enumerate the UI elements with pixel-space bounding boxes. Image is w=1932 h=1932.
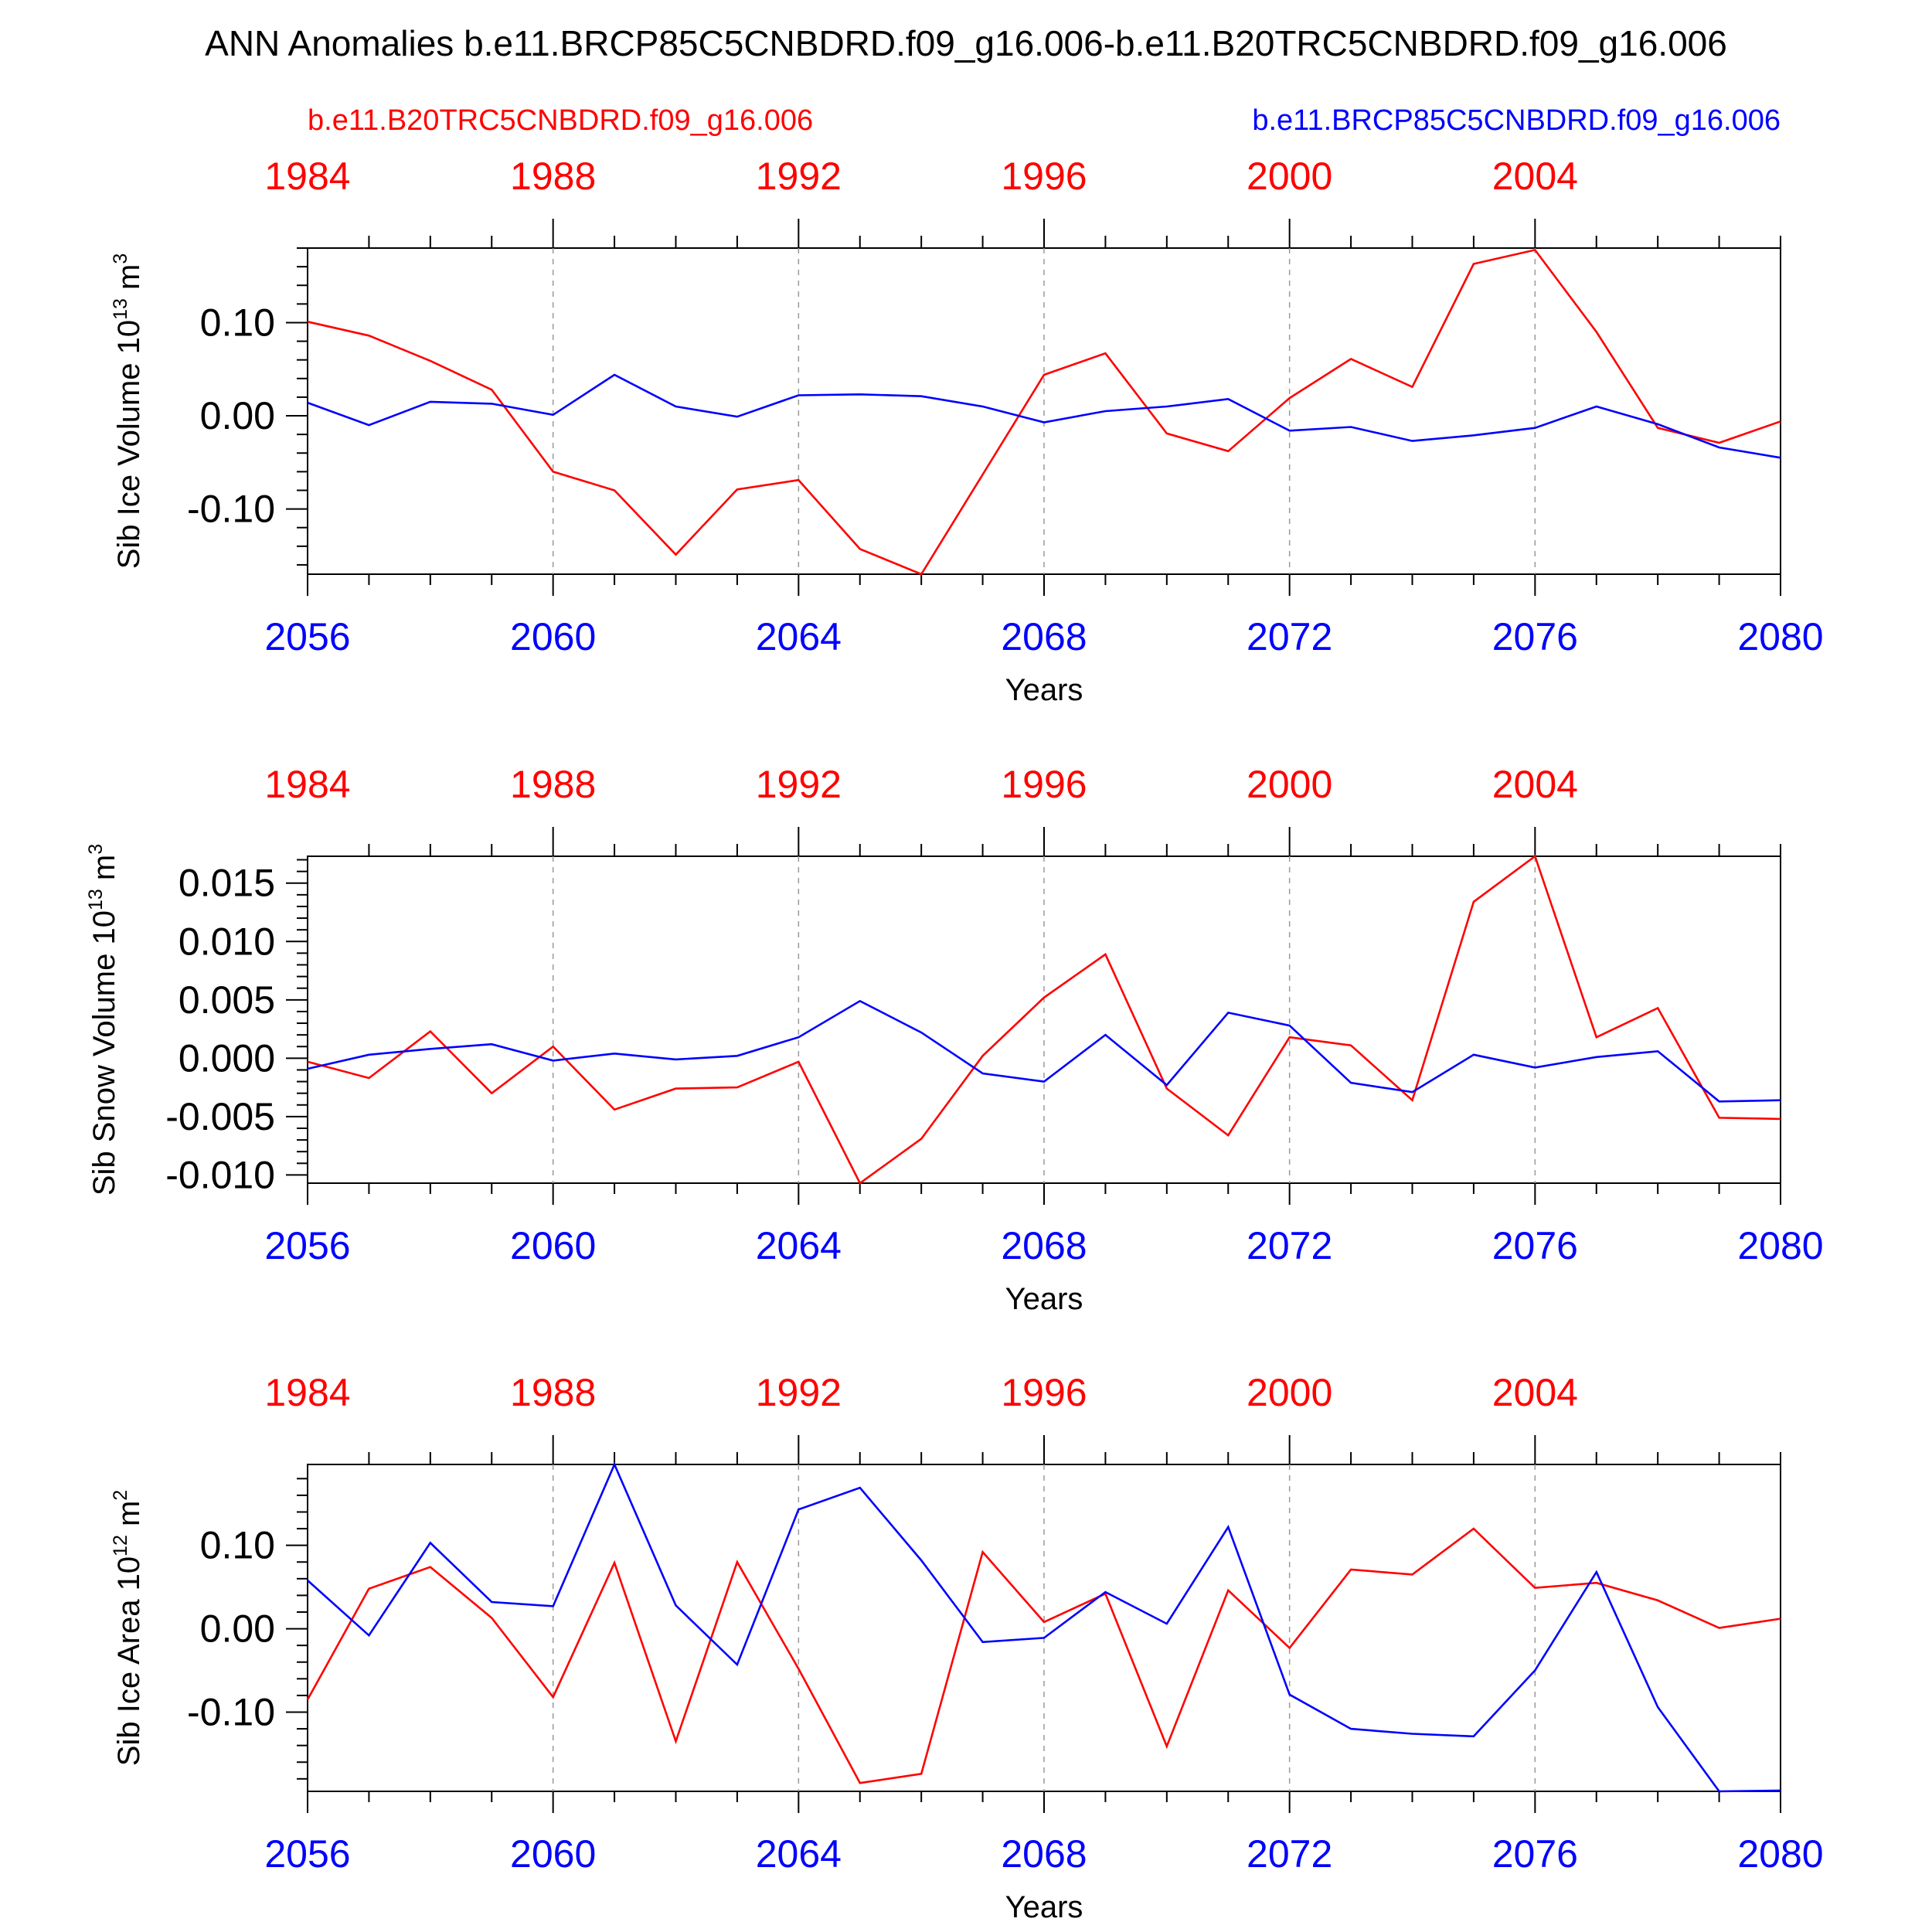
y-tick-label: 0.00: [200, 1607, 275, 1651]
legend-historical-label: b.e11.B20TRC5CNBDRD.f09_g16.006: [308, 104, 813, 137]
x-tick-label-bottom: 2076: [1492, 1224, 1578, 1267]
y-tick-label: 0.015: [179, 862, 275, 905]
x-tick-label-bottom: 2060: [510, 1224, 596, 1267]
x-tick-label-bottom: 2064: [756, 615, 842, 658]
x-axis-label: Years: [1005, 1890, 1083, 1924]
series-line-historical: [307, 248, 1781, 576]
series-line-historical: [307, 854, 1781, 1185]
x-tick-label-bottom: 2068: [1001, 615, 1087, 658]
y-tick-label: -0.10: [187, 488, 275, 531]
x-tick-label-top: 1996: [1001, 763, 1087, 806]
x-tick-label-top: 2000: [1247, 155, 1332, 198]
x-axis-label: Years: [1005, 1282, 1083, 1316]
figure-title: ANN Anomalies b.e11.BRCP85C5CNBDRD.f09_g…: [205, 23, 1727, 63]
chart-panel-2: 2056 2060 2064 2068 2072 2076 2080 1984 1988 1992…: [85, 763, 1824, 1316]
x-tick-label-top: 1984: [264, 763, 350, 806]
x-tick-label-bottom: 2080: [1737, 1224, 1823, 1267]
x-tick-label-top: 1988: [510, 155, 596, 198]
y-tick-label: 0.10: [200, 1524, 275, 1567]
x-tick-label-top: 1992: [756, 155, 842, 198]
x-tick-label-top: 1984: [264, 1371, 350, 1414]
x-tick-label-bottom: 2060: [510, 1832, 596, 1876]
y-tick-label: -0.010: [165, 1153, 275, 1196]
x-tick-label-bottom: 2056: [264, 615, 350, 658]
x-tick-label-bottom: 2068: [1001, 1832, 1087, 1876]
x-tick-label-top: 1988: [510, 1371, 596, 1414]
x-tick-label-bottom: 2072: [1247, 1224, 1332, 1267]
x-tick-label-top: 2004: [1492, 1371, 1578, 1414]
series-line-future: [307, 1461, 1781, 1793]
x-tick-label-top: 1988: [510, 763, 596, 806]
x-tick-label-top: 1992: [756, 763, 842, 806]
x-tick-label-bottom: 2080: [1737, 615, 1823, 658]
x-tick-label-bottom: 2080: [1737, 1832, 1823, 1876]
y-tick-label: 0.010: [179, 920, 275, 963]
x-tick-label-bottom: 2056: [264, 1224, 350, 1267]
y-tick-label: -0.005: [165, 1095, 275, 1138]
x-tick-label-bottom: 2056: [264, 1832, 350, 1876]
series-line-future: [307, 999, 1781, 1103]
x-tick-label-bottom: 2072: [1247, 1832, 1332, 1876]
y-tick-label: 0.00: [200, 394, 275, 437]
x-tick-label-top: 1996: [1001, 1371, 1087, 1414]
x-tick-label-top: 2004: [1492, 763, 1578, 806]
x-tick-label-bottom: 2072: [1247, 615, 1332, 658]
chart-panel-1: 2056 2060 2064 2068 2072 2076 2080 1984 1988 1992…: [110, 155, 1824, 707]
x-tick-label-top: 2000: [1247, 1371, 1332, 1414]
x-tick-label-bottom: 2060: [510, 615, 596, 658]
y-tick-label: 0.005: [179, 978, 275, 1022]
x-tick-label-top: 2004: [1492, 155, 1578, 198]
series-line-future: [307, 373, 1781, 459]
series-line-historical: [306, 1527, 1781, 1784]
x-tick-label-bottom: 2068: [1001, 1224, 1087, 1267]
x-tick-label-top: 1996: [1001, 155, 1087, 198]
x-tick-label-top: 2000: [1247, 763, 1332, 806]
y-tick-label: 0.000: [179, 1036, 275, 1080]
chart-panel-3: 2056 2060 2064 2068 2072 2076 2080 1984 1988 1992…: [110, 1371, 1824, 1924]
y-axis-label: Sib Ice Area 1012 m2: [110, 1490, 146, 1766]
y-tick-label: 0.10: [200, 301, 275, 344]
y-axis-label: Sib Snow Volume 1013 m3: [85, 844, 121, 1196]
x-tick-label-bottom: 2064: [756, 1224, 842, 1267]
x-tick-label-bottom: 2076: [1492, 1832, 1578, 1876]
y-tick-label: -0.10: [187, 1690, 275, 1733]
x-tick-label-bottom: 2076: [1492, 615, 1578, 658]
x-tick-label-bottom: 2064: [756, 1832, 842, 1876]
x-tick-label-top: 1984: [264, 155, 350, 198]
x-tick-label-top: 1992: [756, 1371, 842, 1414]
y-axis-label: Sib Ice Volume 1013 m3: [110, 253, 146, 570]
legend-future-label: b.e11.BRCP85C5CNBDRD.f09_g16.006: [1252, 104, 1781, 137]
x-axis-label: Years: [1005, 673, 1083, 707]
